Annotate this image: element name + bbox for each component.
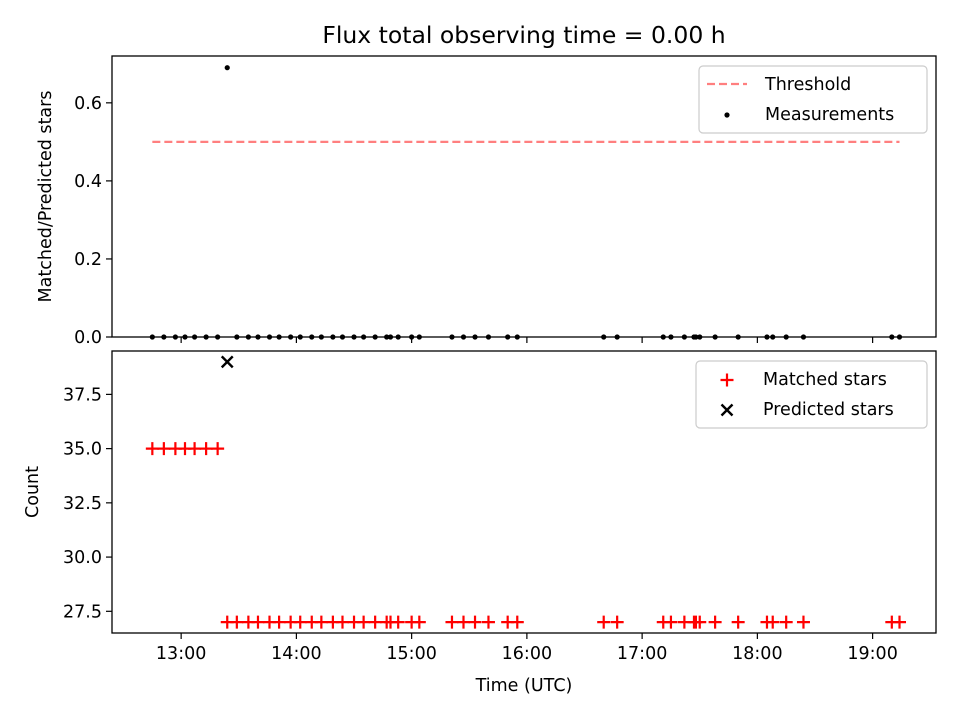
matched-star-point xyxy=(456,615,470,629)
matched-star-point xyxy=(597,615,611,629)
top-y-tick-label: 0.2 xyxy=(74,250,102,270)
x-tick-label: 15:00 xyxy=(386,644,436,664)
bottom-y-axis: 27.5 30.0 32.5 35.0 37.5 xyxy=(63,385,112,622)
top-y-axis-label: Matched/Predicted stars xyxy=(36,91,56,303)
bottom-y-tick-label: 32.5 xyxy=(63,494,102,514)
top-legend: Threshold Measurements xyxy=(698,65,928,134)
matched-star-point xyxy=(251,615,265,629)
x-tick-label: 17:00 xyxy=(617,644,667,664)
x-tick-label: 13:00 xyxy=(156,644,206,664)
matched-star-point xyxy=(708,615,722,629)
top-y-tick-label: 0.4 xyxy=(74,172,102,192)
matched-star-point xyxy=(368,615,382,629)
matched-star-point xyxy=(779,615,793,629)
legend-matched-swatch xyxy=(720,373,734,387)
matched-star-point xyxy=(188,442,202,456)
matched-star-point xyxy=(510,615,524,629)
x-tick-label: 18:00 xyxy=(732,644,782,664)
matched-star-point xyxy=(664,615,678,629)
bottom-plot-area xyxy=(145,355,907,629)
matched-star-point xyxy=(731,615,745,629)
bottom-y-tick-label: 27.5 xyxy=(63,602,102,622)
matched-star-point xyxy=(610,615,624,629)
bottom-y-tick-label: 30.0 xyxy=(63,548,102,568)
matched-star-point xyxy=(145,442,159,456)
legend-predicted-swatch xyxy=(720,403,734,417)
bottom-legend: Matched stars Predicted stars xyxy=(695,360,928,429)
x-axis: 13:00 14:00 15:00 16:00 17:00 18:00 19:00 xyxy=(156,633,898,664)
matched-star-point xyxy=(468,615,482,629)
legend-matched-label: Matched stars xyxy=(763,370,887,390)
top-axes-frame xyxy=(111,55,937,338)
bottom-panel: 27.5 30.0 32.5 35.0 37.5 13:00 14:00 15:00 16:0… xyxy=(23,350,937,696)
matched-star-point xyxy=(230,615,244,629)
matched-star-point xyxy=(796,615,810,629)
legend-measurements-label: Measurements xyxy=(765,105,894,125)
legend-threshold-label: Threshold xyxy=(764,75,851,95)
matched-star-point xyxy=(335,615,349,629)
matched-star-point xyxy=(211,442,225,456)
chart-title: Flux total observing time = 0.00 h xyxy=(322,21,725,49)
bottom-axes-frame xyxy=(111,350,937,634)
matched-star-point xyxy=(199,442,213,456)
matched-star-point xyxy=(893,615,907,629)
bottom-y-tick-label: 37.5 xyxy=(63,385,102,405)
matched-star-point xyxy=(693,615,707,629)
x-tick-label: 19:00 xyxy=(847,644,897,664)
x-tick-label: 14:00 xyxy=(271,644,321,664)
legend-measurements-swatch xyxy=(724,112,730,118)
bottom-y-axis-label: Count xyxy=(23,466,43,518)
legend-predicted-label: Predicted stars xyxy=(763,400,894,420)
matched-star-point xyxy=(357,615,371,629)
matched-star-point xyxy=(314,615,328,629)
matched-star-point xyxy=(391,615,405,629)
matched-star-point xyxy=(412,615,426,629)
top-y-tick-label: 0.6 xyxy=(74,94,102,114)
top-legend-box xyxy=(698,65,928,134)
x-axis-label: Time (UTC) xyxy=(475,676,573,696)
bottom-y-tick-label: 35.0 xyxy=(63,440,102,460)
top-y-tick-label: 0.0 xyxy=(74,328,102,348)
top-x-ticks xyxy=(180,337,874,343)
matched-star-point xyxy=(157,442,171,456)
measurement-point xyxy=(224,65,230,71)
x-tick-label: 16:00 xyxy=(502,644,552,664)
matched-star-point xyxy=(293,615,307,629)
top-panel: 0.0 0.2 0.4 0.6 Matched/Predicted stars Thr… xyxy=(36,55,937,348)
top-y-axis: 0.0 0.2 0.4 0.6 xyxy=(74,94,112,348)
matched-star-point xyxy=(481,615,495,629)
matched-star-point xyxy=(272,615,286,629)
predicted-star-point xyxy=(220,355,234,369)
bottom-legend-box xyxy=(695,360,928,429)
matched-star-point xyxy=(445,615,459,629)
matched-star-point xyxy=(766,615,780,629)
